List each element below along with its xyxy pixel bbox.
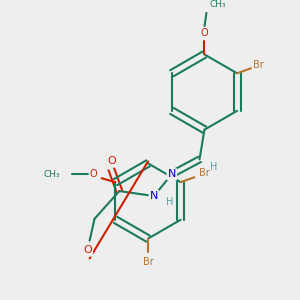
Text: Br: Br [142, 257, 153, 267]
Text: O: O [90, 169, 98, 179]
Text: Br: Br [199, 168, 210, 178]
Text: O: O [83, 245, 92, 256]
Text: O: O [107, 156, 116, 167]
Text: CH₃: CH₃ [44, 170, 60, 179]
Text: O: O [201, 28, 208, 38]
Text: Br: Br [254, 60, 264, 70]
Text: H: H [210, 162, 217, 172]
Text: H: H [166, 197, 173, 207]
Text: N: N [150, 191, 158, 201]
Text: CH₃: CH₃ [209, 0, 226, 9]
Text: N: N [168, 169, 176, 179]
